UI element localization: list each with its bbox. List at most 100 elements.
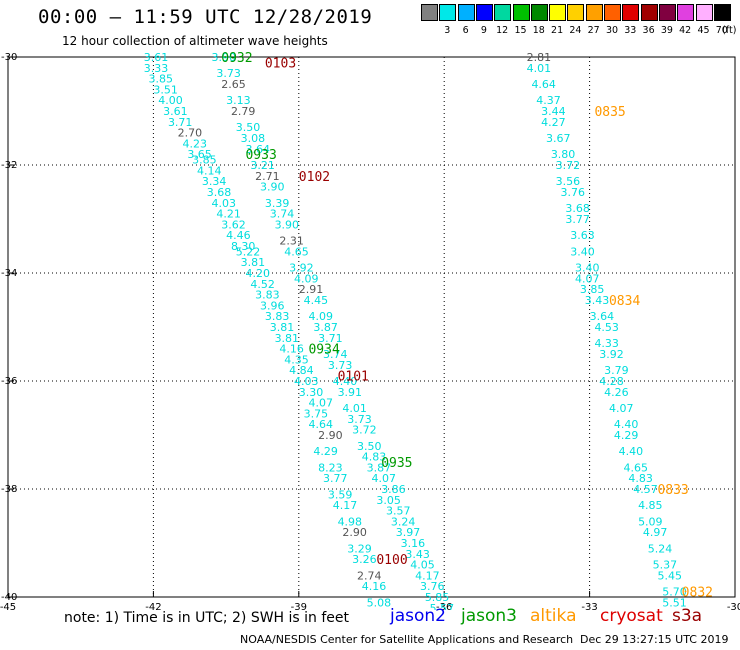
swh-value: 5.08 <box>367 596 392 609</box>
swh-value: 3.29 <box>347 542 372 555</box>
swh-value: 4.85 <box>638 499 663 512</box>
swh-value: 3.74 <box>270 208 295 221</box>
swh-value: 4.40 <box>614 418 639 431</box>
swh-value: 3.79 <box>604 364 629 377</box>
swh-value: 4.29 <box>313 445 338 458</box>
swh-value: 4.17 <box>415 569 440 582</box>
swh-value: 5.57 <box>430 602 455 610</box>
swh-value: 3.71 <box>168 116 193 129</box>
y-tick-label: -30 <box>1 52 17 63</box>
swh-value: 4.35 <box>284 353 309 366</box>
swh-value: 3.92 <box>289 262 314 275</box>
swh-value: 3.87 <box>313 321 338 334</box>
swh-value: 4.21 <box>216 208 241 221</box>
swh-value: 2.79 <box>231 105 256 118</box>
scale-swatch <box>549 4 567 21</box>
swh-value: 3.90 <box>260 181 285 194</box>
swh-value: 3.97 <box>396 526 421 539</box>
swh-value: 3.61 <box>163 105 188 118</box>
scale-label: 3 <box>444 25 451 36</box>
swh-value: 2.81 <box>527 51 552 64</box>
swh-value: 5.70 <box>662 586 687 599</box>
page-title: 00:00 — 11:59 UTC 12/28/2019 <box>38 6 373 28</box>
swh-value: 4.97 <box>643 526 668 539</box>
pass-time-label: 0834 <box>609 294 640 309</box>
swh-value: 3.73 <box>216 67 241 80</box>
swh-value: 3.64 <box>245 143 270 156</box>
swh-value: 3.21 <box>250 159 274 172</box>
swh-value: 3.90 <box>212 51 237 64</box>
swh-value: 4.52 <box>250 278 274 291</box>
swh-value: 3.83 <box>255 289 280 302</box>
swh-value: 3.50 <box>357 440 382 453</box>
swh-value: 4.37 <box>536 94 561 107</box>
swh-value: 2.91 <box>299 283 324 296</box>
swh-value: 4.64 <box>531 78 556 91</box>
swh-value: 5.85 <box>425 591 450 604</box>
scale-swatch <box>530 4 548 21</box>
pass-time-label: 0935 <box>381 456 412 471</box>
swh-value: 3.24 <box>391 515 416 528</box>
y-tick-label: -40 <box>1 592 17 603</box>
swh-value: 4.09 <box>308 310 333 323</box>
scale-swatch <box>658 4 676 21</box>
swh-value: 3.33 <box>144 62 169 75</box>
swh-value: 3.57 <box>386 505 411 518</box>
scale-swatch <box>421 4 438 21</box>
swh-value: 3.71 <box>318 332 343 345</box>
swh-value: 2.90 <box>318 429 343 442</box>
swh-value: 4.23 <box>182 137 207 150</box>
swh-value: 3.68 <box>565 202 590 215</box>
swh-value: 4.07 <box>308 397 333 410</box>
wave-height-map: -45 -42 -39 -36 -33 -30 -30 -32 -34 -36 -38 -40 3.61… <box>0 51 740 610</box>
swh-value: 4.16 <box>279 343 304 356</box>
swh-value: 4.40 <box>333 375 358 388</box>
scale-label: 36 <box>642 25 655 36</box>
scale-swatch <box>695 4 713 21</box>
swh-value: 3.85 <box>192 154 217 167</box>
x-tick-label: -39 <box>291 602 307 610</box>
scale-label: 15 <box>514 25 527 36</box>
mission-jason2: jason2 <box>390 606 446 626</box>
swh-value: 3.63 <box>570 229 595 242</box>
swh-value: 2.31 <box>279 235 304 248</box>
swh-value: 3.64 <box>590 310 615 323</box>
swh-value: 3.90 <box>275 218 300 231</box>
x-tick-label: -45 <box>0 602 16 610</box>
swh-value: 3.43 <box>405 548 430 561</box>
pass-time-label: 0934 <box>308 343 339 358</box>
swh-value: 4.83 <box>362 451 387 464</box>
swh-value: 3.73 <box>328 359 353 372</box>
swh-value: 3.51 <box>153 83 178 96</box>
swh-value: 2.65 <box>221 78 246 91</box>
swh-value: 4.20 <box>245 267 270 280</box>
swh-value: 3.74 <box>323 348 348 361</box>
pass-time-label: 0101 <box>338 370 369 385</box>
swh-value: 2.71 <box>255 170 280 183</box>
mission-altika: altika <box>530 606 577 626</box>
swh-value: 4.45 <box>304 294 329 307</box>
swh-value: 4.33 <box>594 337 619 350</box>
swh-value: 5.45 <box>657 569 682 582</box>
swh-value: 4.14 <box>197 164 222 177</box>
pass-time-label: 0932 <box>221 51 252 66</box>
swh-value: 4.09 <box>294 272 319 285</box>
swh-value: 3.77 <box>323 472 348 485</box>
swh-value: 5.24 <box>648 542 673 555</box>
swh-value: 3.83 <box>265 310 290 323</box>
scale-swatch <box>640 4 658 21</box>
swh-value: 4.00 <box>158 94 183 107</box>
swh-value: 3.81 <box>270 321 295 334</box>
scale-label: 9 <box>480 25 487 36</box>
plot-frame <box>7 56 736 598</box>
swh-value: 3.76 <box>561 186 586 199</box>
swh-value: 3.61 <box>144 51 169 64</box>
x-tick-label: -30 <box>727 602 740 610</box>
swh-value: 3.86 <box>381 483 406 496</box>
swh-value: 3.87 <box>367 461 392 474</box>
swh-value: 3.08 <box>241 132 266 145</box>
scale-swatch <box>585 4 603 21</box>
swh-value: 4.98 <box>338 515 363 528</box>
swh-value: 3.96 <box>260 299 285 312</box>
swh-value: 4.46 <box>226 229 251 242</box>
